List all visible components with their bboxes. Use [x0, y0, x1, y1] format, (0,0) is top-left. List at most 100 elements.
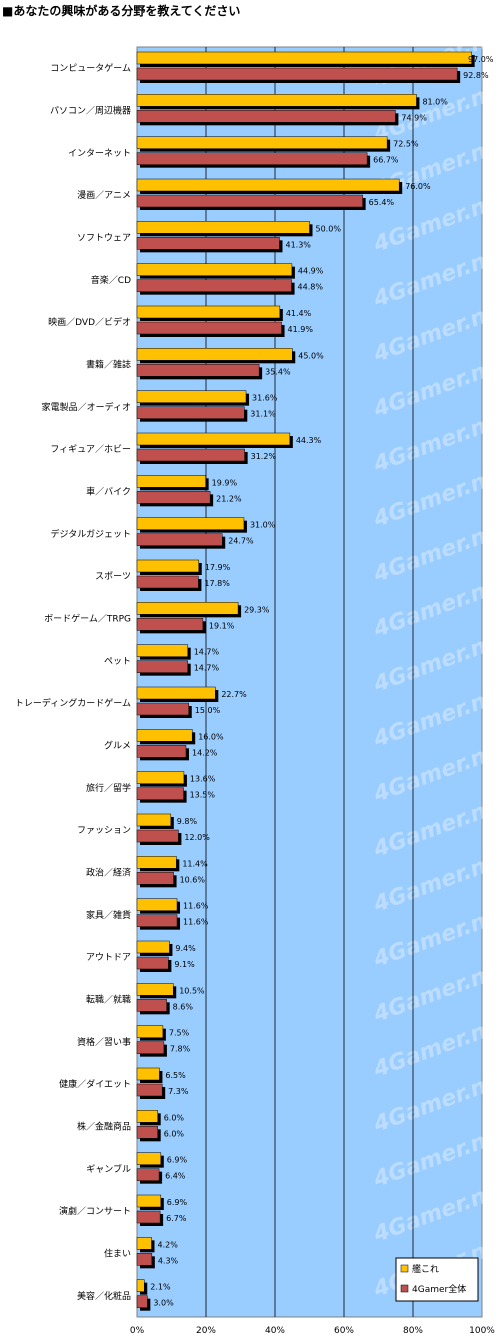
bar-4gamer: [136, 491, 211, 504]
bar-4gamer: [136, 321, 282, 335]
bar-4gamer: [136, 745, 187, 758]
category-label: 漫画／アニメ: [77, 189, 131, 201]
bar-kancolle: [136, 1110, 158, 1123]
value-label-4gamer: 41.9%: [288, 325, 314, 334]
bar-kancolle: [136, 390, 247, 403]
x-tick-label: 20%: [196, 1326, 216, 1336]
category-label: ペット: [104, 657, 131, 667]
category-label: 政治／経済: [86, 867, 131, 879]
bar-kancolle: [136, 1152, 162, 1165]
category-label: グルメ: [104, 740, 131, 752]
bar-4gamer: [136, 787, 184, 800]
bar-kancolle: [136, 1194, 162, 1208]
value-label-kancolle: 13.6%: [190, 775, 216, 784]
value-label-4gamer: 41.3%: [285, 240, 311, 249]
value-label-4gamer: 66.7%: [373, 156, 399, 165]
category-label: 資格／習い事: [77, 1036, 131, 1048]
bar-4gamer: [136, 152, 368, 165]
bar-kancolle: [136, 94, 417, 107]
x-axis-tick-labels: 0% 20% 40% 60% 80% 100%: [130, 1326, 495, 1336]
category-label: 住まい: [104, 1248, 131, 1260]
value-label-kancolle: 2.1%: [150, 1283, 171, 1292]
value-label-kancolle: 72.5%: [393, 140, 419, 149]
category-label: 車／バイク: [86, 486, 131, 498]
value-label-4gamer: 4.3%: [158, 1256, 179, 1265]
value-label-kancolle: 11.4%: [182, 859, 208, 868]
bar-kancolle: [136, 1237, 152, 1250]
value-labels: 97.0% 92.8% 81.0% 74.9% 72.5% 66.7% 76.0% 65.4%…: [150, 55, 494, 1308]
category-label: 健康／ダイエット: [59, 1078, 131, 1090]
value-label-kancolle: 45.0%: [298, 351, 324, 360]
value-label-4gamer: 14.7%: [194, 664, 220, 673]
bar-kancolle: [136, 305, 281, 319]
category-label: 音楽／CD: [91, 274, 131, 286]
plot-area: [136, 46, 483, 1318]
category-label: ギャンブル: [86, 1163, 131, 1175]
value-label-kancolle: 11.6%: [183, 902, 209, 911]
bar-4gamer: [136, 618, 204, 631]
bar-4gamer: [136, 829, 179, 843]
bar-4gamer: [136, 364, 260, 377]
bar-kancolle: [136, 602, 239, 615]
bar-kancolle: [136, 983, 174, 996]
category-label: ソフトウェア: [77, 233, 131, 244]
value-label-4gamer: 3.0%: [153, 1299, 174, 1308]
value-label-kancolle: 19.9%: [212, 478, 238, 487]
bar-kancolle: [136, 1279, 145, 1292]
value-label-4gamer: 19.1%: [209, 621, 235, 630]
bar-kancolle: [136, 559, 200, 573]
x-tick-label: 80%: [403, 1326, 423, 1336]
x-tick-label: 100%: [469, 1326, 495, 1336]
x-tick-label: 0%: [130, 1326, 145, 1336]
chart-title: ■あなたの興味がある分野を教えてください: [2, 3, 240, 18]
bar-kancolle: [136, 1025, 164, 1038]
bar-kancolle: [136, 263, 293, 276]
value-label-4gamer: 44.8%: [298, 283, 324, 292]
gridlines: [205, 47, 414, 1317]
legend-label-kancolle: 艦これ: [412, 1263, 439, 1275]
bar-kancolle: [136, 729, 193, 742]
bar-4gamer: [136, 999, 167, 1012]
bar-kancolle: [136, 475, 206, 488]
value-label-kancolle: 7.5%: [169, 1029, 190, 1038]
bar-kancolle: [136, 136, 388, 149]
bar-4gamer: [136, 194, 363, 208]
category-label: デジタルガジェット: [50, 528, 131, 540]
value-label-4gamer: 74.9%: [401, 113, 427, 122]
x-tick-label: 40%: [265, 1326, 285, 1336]
category-label: 家具／雑貨: [86, 909, 131, 921]
value-label-4gamer: 65.4%: [369, 198, 395, 207]
bar-kancolle: [136, 813, 172, 827]
value-label-4gamer: 21.2%: [216, 494, 242, 503]
category-label: ファッション: [77, 826, 131, 836]
category-label: 映画／DVD／ビデオ: [48, 316, 131, 328]
bar-4gamer: [136, 448, 245, 462]
bar-4gamer: [136, 110, 396, 123]
value-label-4gamer: 6.4%: [165, 1172, 186, 1181]
bar-4gamer: [136, 237, 280, 250]
category-label: 家電製品／オーディオ: [42, 401, 131, 413]
value-label-4gamer: 92.8%: [463, 71, 489, 80]
bar-kancolle: [136, 221, 310, 234]
value-label-4gamer: 15.0%: [195, 706, 221, 715]
category-label: 演劇／コンサート: [59, 1205, 131, 1217]
bar-kancolle: [136, 771, 185, 784]
legend-box: [395, 1257, 479, 1302]
value-label-4gamer: 31.1%: [250, 410, 276, 419]
value-label-kancolle: 10.5%: [179, 986, 205, 995]
value-label-kancolle: 9.4%: [175, 944, 196, 953]
legend-swatch-4gamer: [400, 1284, 409, 1293]
value-label-4gamer: 31.2%: [251, 452, 277, 461]
value-label-4gamer: 17.8%: [204, 579, 230, 588]
category-label: ボードゲーム／TRPG: [44, 613, 131, 625]
value-label-kancolle: 17.9%: [205, 563, 231, 572]
category-label: 株／金融商品: [77, 1121, 131, 1133]
value-label-4gamer: 8.6%: [173, 1002, 194, 1011]
category-labels: コンピュータゲームパソコン／周辺機器インターネット漫画／アニメソフトウェア音楽／…: [15, 62, 131, 1302]
bar-kancolle: [136, 940, 170, 954]
bar-kancolle: [136, 1067, 160, 1081]
value-label-kancolle: 44.3%: [296, 436, 322, 445]
bar-kancolle: [136, 898, 178, 911]
bar-4gamer: [136, 575, 199, 589]
